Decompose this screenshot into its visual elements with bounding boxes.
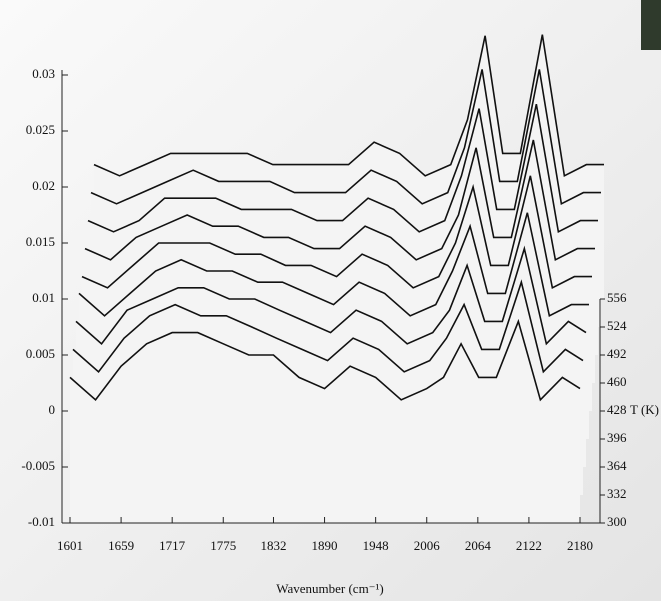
x-tick-label: 1659 [108,538,134,553]
z-tick-label: 428 [607,402,627,417]
z-tick-label: 524 [607,318,627,333]
x-tick-label: 1890 [312,538,338,553]
z-tick-label: 332 [607,486,627,501]
z-tick-label: 492 [607,346,627,361]
spectrum-line [75,245,587,346]
y-tick-label: -0.01 [28,514,55,529]
z-tick-label: 460 [607,374,627,389]
spectrum-line [69,318,581,402]
plot-area [69,34,604,523]
y-tick-label: 0.01 [32,290,55,305]
spectrum-line [87,103,598,234]
spectrum-line [93,34,604,178]
x-tick-label: 1601 [57,538,83,553]
x-tick-label: 1948 [363,538,389,553]
spectrum-line [72,279,584,374]
z-tick-label: 364 [607,458,627,473]
z-axis-title: T (K) [630,402,659,417]
spectrum-line [81,175,592,289]
spectrum-line [78,212,589,317]
spectrum-line [84,139,595,261]
x-tick-label: 2180 [567,538,593,553]
y-tick-label: 0.03 [32,66,55,81]
z-tick-label: 396 [607,430,627,445]
corner-thumbnail [641,0,661,50]
y-tick-label: 0 [49,402,56,417]
y-tick-label: -0.005 [21,458,55,473]
z-tick-label: 556 [607,290,627,305]
x-tick-label: 1832 [260,538,286,553]
occluder [70,321,580,523]
x-tick-label: 1717 [159,538,186,553]
spectrum-line [90,69,601,206]
z-tick-label: 300 [607,514,627,529]
y-tick-label: 0.02 [32,178,55,193]
y-tick-label: 0.005 [26,346,55,361]
y-tick-label: 0.015 [26,234,55,249]
y-tick-label: 0.025 [26,122,55,137]
x-tick-label: 2122 [516,538,542,553]
x-tick-label: 2064 [465,538,492,553]
x-tick-label: 2006 [414,538,441,553]
x-axis-title: Wavenumber (cm⁻¹) [276,581,384,596]
x-tick-label: 1775 [210,538,236,553]
